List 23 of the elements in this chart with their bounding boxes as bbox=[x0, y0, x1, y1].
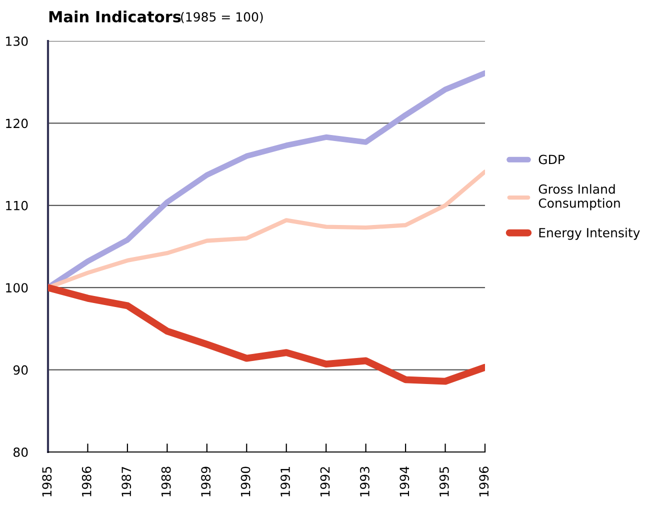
y-tick-label: 80 bbox=[13, 447, 28, 457]
y-tick-label: 110 bbox=[6, 200, 28, 210]
y-tick-label: 90 bbox=[13, 365, 28, 375]
x-tick-label: 1992 bbox=[320, 467, 330, 496]
y-tick-label: 120 bbox=[6, 118, 28, 128]
x-tick-label: 1985 bbox=[42, 466, 52, 496]
chart-title: Main Indicators bbox=[49, 10, 181, 22]
x-tick-label: 1996 bbox=[479, 466, 489, 496]
legend-label: Gross Inland Consumption bbox=[538, 184, 620, 210]
x-tick-label: 1993 bbox=[360, 466, 370, 496]
x-tick-label: 1989 bbox=[201, 466, 211, 496]
legend-label: GDP bbox=[538, 154, 565, 164]
x-tick-label: 1987 bbox=[122, 466, 132, 496]
chart-subtitle: (1985 = 100) bbox=[181, 12, 263, 24]
x-tick-label: 1991 bbox=[280, 467, 290, 496]
x-tick-label: 1995 bbox=[439, 466, 449, 496]
x-tick-label: 1988 bbox=[161, 466, 171, 496]
x-tick-label: 1986 bbox=[82, 466, 92, 496]
y-tick-label: 100 bbox=[6, 283, 28, 293]
x-tick-label: 1994 bbox=[400, 466, 410, 496]
x-tick-label: 1990 bbox=[240, 466, 250, 496]
legend-label: Energy Intensity bbox=[539, 228, 640, 240]
y-tick-label: 130 bbox=[6, 36, 28, 46]
